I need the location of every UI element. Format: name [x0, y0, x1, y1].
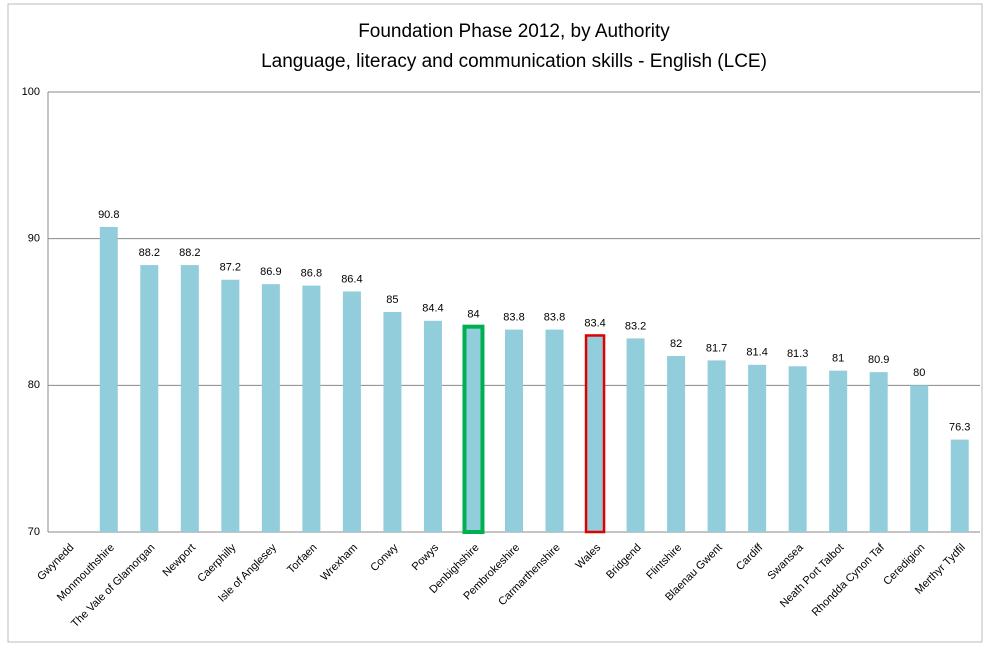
data-label: 90.8 [98, 209, 119, 221]
data-label: 84.4 [422, 303, 443, 315]
bar [748, 364, 767, 532]
x-tick-label: Gwynedd [35, 542, 76, 583]
data-label: 88.2 [179, 247, 200, 259]
x-tick-label: Wrexham [318, 542, 360, 584]
bar [788, 366, 807, 532]
bar [383, 312, 402, 532]
data-label: 86.9 [260, 266, 281, 278]
data-label: 81.7 [706, 342, 727, 354]
x-tick-label: Powys [410, 541, 442, 573]
data-label: 86.8 [301, 268, 322, 280]
x-tick-label: Rhondda Cynon Taf [810, 541, 888, 619]
bar [950, 439, 969, 532]
chart-title: Foundation Phase 2012, by Authority [358, 21, 670, 42]
bar [626, 338, 645, 532]
bar [505, 329, 523, 532]
bar [707, 360, 726, 532]
highlighted-bar [462, 324, 485, 534]
x-tick-label: Cardiff [734, 541, 766, 573]
bar [829, 370, 848, 532]
data-label: 82 [670, 338, 682, 350]
x-tick-label: Bridgend [604, 542, 644, 582]
bar [342, 291, 361, 532]
data-label: 85 [386, 294, 398, 306]
x-tick-label: The Vale of Glamorgan [69, 542, 157, 630]
bar [423, 320, 442, 532]
data-label: 83.2 [625, 320, 646, 332]
bar [667, 356, 686, 532]
data-label: 88.2 [139, 247, 160, 259]
y-tick-label: 90 [28, 233, 40, 245]
data-label: 81 [832, 353, 844, 365]
x-tick-label: Torfaen [285, 542, 319, 576]
data-label: 83.4 [584, 317, 605, 329]
y-tick-label: 100 [22, 86, 40, 98]
x-tick-label: Flintshire [644, 542, 684, 582]
bar [869, 372, 888, 532]
data-label: 86.4 [341, 273, 362, 285]
x-tick-label: Wales [573, 541, 603, 571]
x-tick-label: Caerphilly [195, 541, 238, 584]
data-label: 76.3 [949, 422, 970, 434]
bar [140, 265, 159, 532]
bar [261, 284, 280, 532]
bar [180, 265, 199, 532]
data-label: 80 [913, 367, 925, 379]
x-tick-label: Conwy [368, 541, 401, 574]
data-label: 83.8 [503, 312, 524, 324]
x-tick-label: Swansea [765, 541, 806, 582]
bar [99, 226, 118, 532]
highlighted-bar [584, 334, 606, 534]
data-label: 87.2 [220, 262, 241, 274]
data-label: 83.8 [544, 312, 565, 324]
chart-border [7, 3, 983, 643]
x-tick-label: Newport [161, 542, 198, 579]
bar [910, 385, 929, 532]
data-label: 81.3 [787, 348, 808, 360]
data-label: 81.4 [746, 347, 767, 359]
chart-subtitle: Language, literacy and communication ski… [261, 51, 767, 72]
data-label: 84 [467, 309, 479, 321]
bar [221, 279, 240, 532]
bar [302, 285, 321, 532]
y-tick-label: 80 [28, 379, 40, 391]
data-label: 80.9 [868, 354, 889, 366]
bar [545, 329, 564, 532]
y-tick-label: 70 [28, 526, 40, 538]
